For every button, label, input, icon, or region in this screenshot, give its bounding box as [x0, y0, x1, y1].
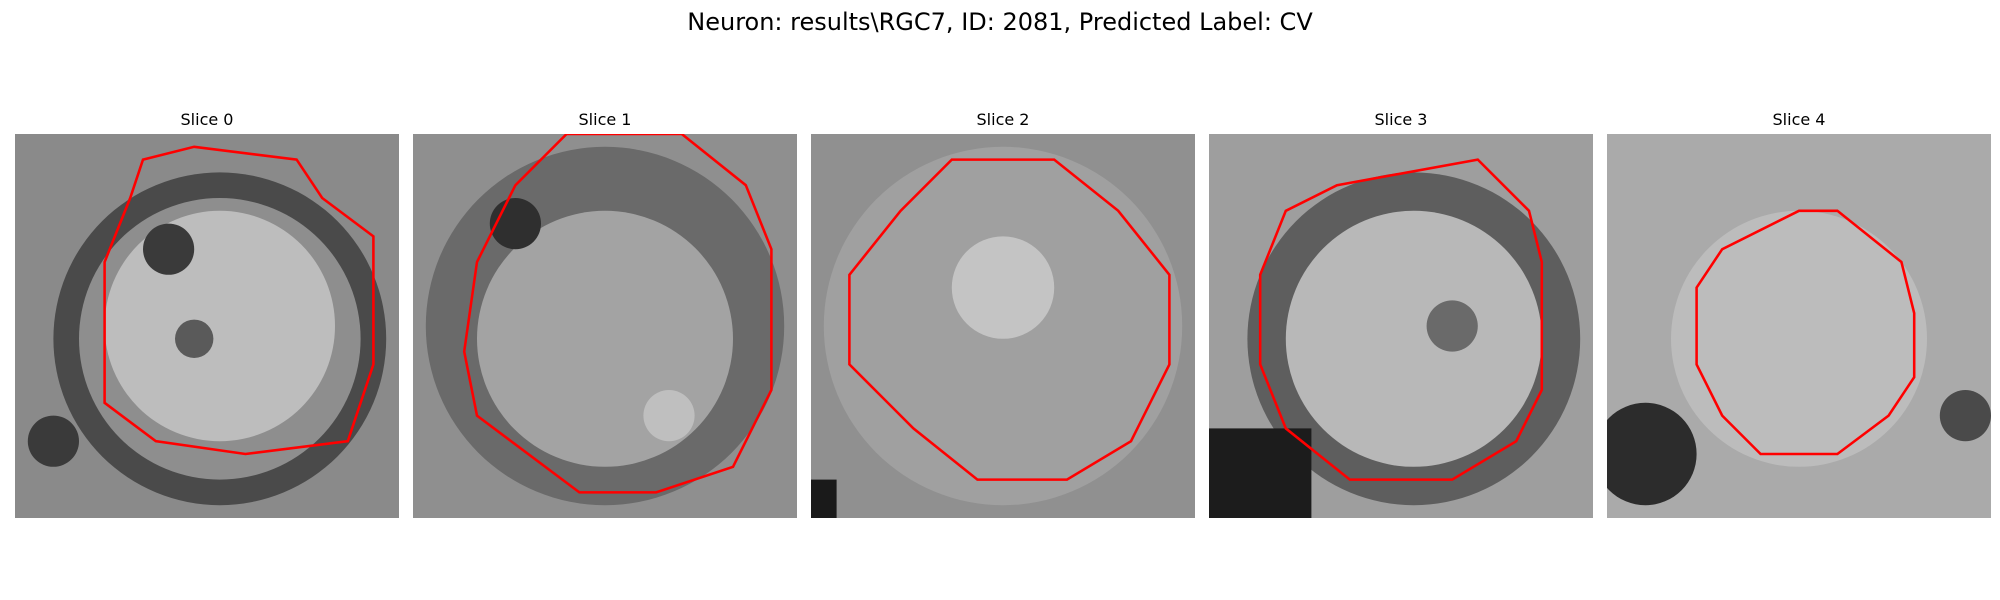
slice-panel-2: Slice 2 [811, 110, 1195, 518]
slice-image-4 [1607, 134, 1991, 518]
slice-image-0 [15, 134, 399, 518]
figure-title: Neuron: results\RGC7, ID: 2081, Predicte… [0, 8, 2000, 36]
slice-title: Slice 0 [15, 110, 399, 134]
slice-panel-3: Slice 3 [1209, 110, 1593, 518]
slice-image-1 [413, 134, 797, 518]
slice-title: Slice 3 [1209, 110, 1593, 134]
slice-image-3 [1209, 134, 1593, 518]
slice-panel-1: Slice 1 [413, 110, 797, 518]
slice-title: Slice 2 [811, 110, 1195, 134]
slice-image-2 [811, 134, 1195, 518]
slice-title: Slice 4 [1607, 110, 1991, 134]
slice-panel-4: Slice 4 [1607, 110, 1991, 518]
slice-title: Slice 1 [413, 110, 797, 134]
slice-panel-0: Slice 0 [15, 110, 399, 518]
